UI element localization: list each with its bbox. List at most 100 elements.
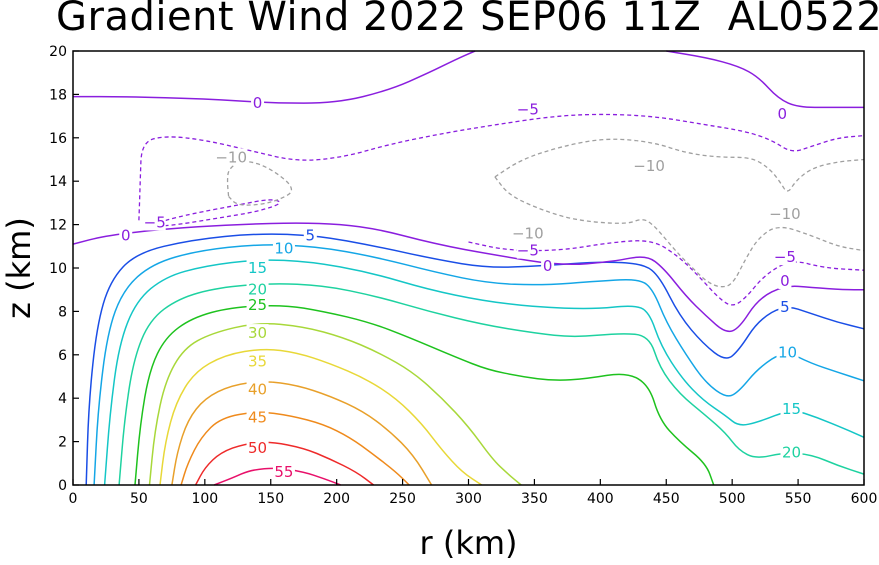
contour-label: −10 <box>769 205 801 223</box>
contour-line-10 <box>93 244 865 486</box>
contour-label: 15 <box>248 259 267 277</box>
contour-label-bg <box>776 343 799 361</box>
contour-label: −5 <box>517 101 539 119</box>
contour-label-bg <box>633 157 665 175</box>
contour-line-15 <box>103 259 865 486</box>
contour-line-35 <box>159 348 483 486</box>
contour-label: 0 <box>780 272 790 290</box>
contour-line-0 <box>73 50 476 104</box>
x-axis-ticks: 0 50 100 150 200 250 300 350 400 450 500 550 600 <box>69 479 878 507</box>
contour-label-bg <box>769 204 801 222</box>
contour-label-bg <box>251 94 265 112</box>
y-axis-ticks: 0 2 4 6 8 10 12 14 16 18 20 <box>49 44 79 494</box>
contour-lines <box>72 50 865 486</box>
y-tick-label: 18 <box>49 87 67 103</box>
contour-line-neg10 <box>226 161 293 206</box>
contour-line-neg5 <box>468 240 865 306</box>
contour-label: 55 <box>274 463 293 481</box>
contour-label-bg <box>516 100 539 118</box>
x-tick-label: 150 <box>257 491 284 507</box>
contour-label: −5 <box>144 213 166 231</box>
contour-label: 50 <box>248 439 267 457</box>
contour-label: 25 <box>248 296 267 314</box>
y-tick-label: 2 <box>58 435 67 451</box>
contour-label: 0 <box>121 226 131 244</box>
x-tick-label: 450 <box>653 491 680 507</box>
contour-label: 10 <box>778 344 797 362</box>
contour-label: 0 <box>543 257 553 275</box>
contour-label-bg <box>775 104 789 122</box>
contour-label-bg <box>778 272 792 290</box>
contour-line-50 <box>194 441 375 486</box>
contour-label: 45 <box>248 409 267 427</box>
contour-label-bg <box>516 241 539 259</box>
contour-line-45 <box>180 411 410 486</box>
y-tick-label: 4 <box>58 391 67 407</box>
y-axis-label: z (km) <box>0 217 38 319</box>
contour-label: −10 <box>633 157 665 175</box>
contour-label-bg <box>246 439 269 457</box>
x-tick-label: 300 <box>455 491 482 507</box>
x-tick-label: 200 <box>323 491 350 507</box>
x-tick-label: 500 <box>719 491 746 507</box>
x-tick-label: 0 <box>69 491 78 507</box>
contour-label-bg <box>541 256 555 274</box>
contour-label-bg <box>780 443 803 461</box>
contour-line-20 <box>118 283 865 486</box>
contour-label-bg <box>272 462 295 480</box>
y-tick-label: 20 <box>49 44 67 60</box>
x-tick-label: 550 <box>785 491 812 507</box>
x-tick-label: 50 <box>130 491 148 507</box>
contour-line-neg10 <box>494 138 865 192</box>
contour-label-bg <box>143 213 166 231</box>
chart-title: Gradient Wind 2022 SEP06 11Z AL0522 <box>56 0 879 40</box>
contour-label: 15 <box>782 400 801 418</box>
x-tick-label: 100 <box>191 491 218 507</box>
contour-line-5 <box>85 233 865 486</box>
contour-label-bg <box>272 239 295 257</box>
contour-label: 35 <box>248 352 267 370</box>
x-tick-label: 350 <box>521 491 548 507</box>
contour-line-0 <box>72 222 864 333</box>
y-tick-label: 10 <box>49 261 67 277</box>
y-tick-label: 0 <box>58 478 67 494</box>
contour-label-bg <box>303 226 317 244</box>
contour-label: 5 <box>306 226 316 244</box>
contour-line-neg10 <box>494 176 865 288</box>
contour-line-neg5 <box>138 113 865 221</box>
x-tick-label: 250 <box>389 491 416 507</box>
plot-frame <box>72 50 865 486</box>
contour-line-25 <box>134 304 715 486</box>
contour-label: −10 <box>215 148 247 166</box>
y-tick-label: 12 <box>49 218 67 234</box>
contour-label-bg <box>773 248 796 266</box>
contour-label: 0 <box>253 94 263 112</box>
x-tick-label: 600 <box>851 491 878 507</box>
y-tick-label: 14 <box>49 174 67 190</box>
contour-label-bg <box>780 400 803 418</box>
contour-label-bg <box>246 408 269 426</box>
contour-label-bg <box>119 226 133 244</box>
contour-label: 40 <box>248 381 267 399</box>
contour-label: 20 <box>782 443 801 461</box>
contour-label: −5 <box>774 248 796 266</box>
y-tick-label: 8 <box>58 304 67 320</box>
y-tick-label: 16 <box>49 131 67 147</box>
x-tick-label: 400 <box>587 491 614 507</box>
contour-label-bg <box>246 324 269 342</box>
contour-line-40 <box>171 381 433 486</box>
contour-labels: 555045403530252020151510105500000−5−5−5−… <box>119 94 803 481</box>
contour-label: 20 <box>248 281 267 299</box>
contour-label-bg <box>778 298 792 316</box>
contour-label: 10 <box>274 239 293 257</box>
contour-label-bg <box>512 224 544 242</box>
contour-label: −10 <box>512 224 544 242</box>
y-tick-label: 6 <box>58 348 67 364</box>
contour-label: 30 <box>248 324 267 342</box>
contour-label-bg <box>246 380 269 398</box>
contour-label: 0 <box>777 105 787 123</box>
contour-line-30 <box>148 323 522 486</box>
contour-label-bg <box>215 148 247 166</box>
contour-label-bg <box>246 259 269 276</box>
